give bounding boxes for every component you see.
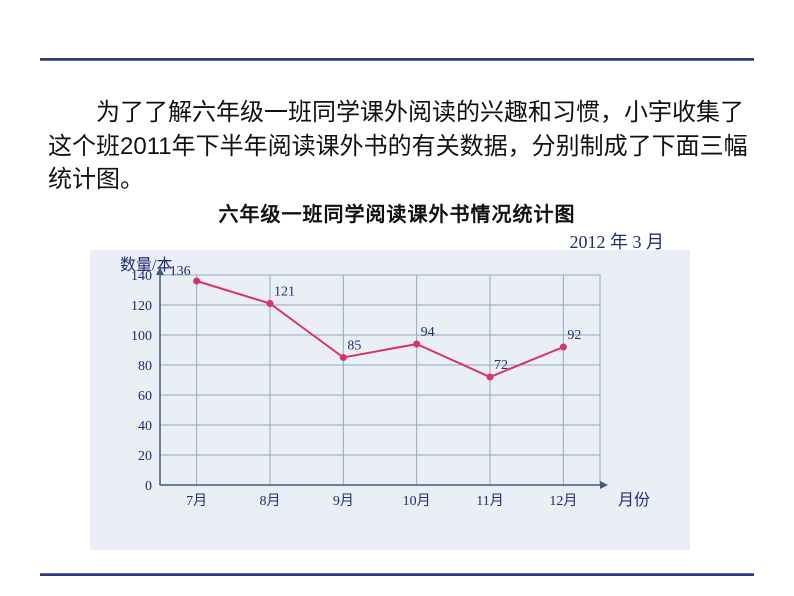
bottom-rule [40, 573, 754, 576]
line-chart: 2040608010012014007月8月9月10月11月12月数量/本月份1… [90, 250, 690, 550]
svg-text:数量/本: 数量/本 [120, 256, 172, 274]
svg-text:60: 60 [138, 389, 152, 404]
svg-text:121: 121 [274, 285, 295, 300]
svg-text:136: 136 [170, 264, 191, 279]
svg-text:12月: 12月 [549, 493, 577, 509]
svg-text:94: 94 [421, 325, 435, 340]
svg-text:8月: 8月 [260, 493, 281, 509]
svg-text:92: 92 [567, 328, 581, 343]
svg-text:85: 85 [347, 339, 361, 354]
svg-text:0: 0 [145, 479, 152, 494]
top-rule [40, 58, 754, 61]
line-chart-svg: 2040608010012014007月8月9月10月11月12月数量/本月份1… [90, 250, 690, 550]
svg-text:月份: 月份 [618, 491, 650, 509]
svg-text:20: 20 [138, 449, 152, 464]
svg-text:10月: 10月 [403, 493, 431, 509]
chart-title: 六年级一班同学阅读课外书情况统计图 [0, 198, 794, 227]
svg-text:40: 40 [138, 419, 152, 434]
svg-text:72: 72 [494, 358, 508, 373]
svg-text:80: 80 [138, 359, 152, 374]
svg-text:120: 120 [131, 299, 152, 314]
svg-text:11月: 11月 [476, 493, 503, 509]
svg-text:9月: 9月 [333, 493, 354, 509]
intro-paragraph: 为了了解六年级一班同学课外阅读的兴趣和习惯，小宇收集了这个班2011年下半年阅读… [48, 96, 748, 197]
svg-text:7月: 7月 [186, 493, 207, 509]
svg-text:100: 100 [131, 329, 152, 344]
